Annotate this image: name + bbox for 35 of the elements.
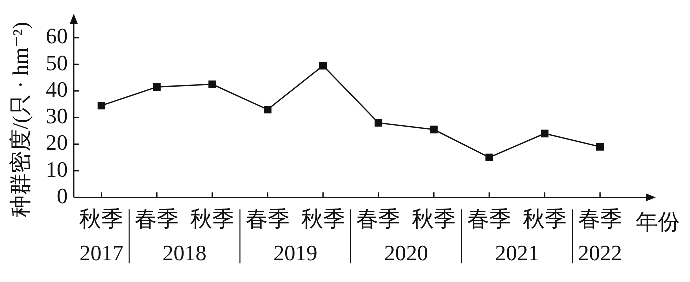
x-tick-label: 秋季 bbox=[522, 206, 567, 232]
point bbox=[486, 154, 494, 162]
x-tick-label: 秋季 bbox=[301, 206, 346, 232]
x-tick-label: 春季 bbox=[468, 206, 512, 232]
point bbox=[541, 130, 549, 138]
x-tick-label: 春季 bbox=[356, 206, 401, 232]
point bbox=[264, 106, 272, 114]
y-tick-label: 60 bbox=[46, 24, 68, 49]
x-tick-label: 春季 bbox=[246, 206, 290, 232]
y-axis-title: 种群密度/(只 · hm⁻²) bbox=[8, 22, 33, 218]
y-tick-label: 30 bbox=[46, 104, 68, 129]
point bbox=[374, 119, 383, 127]
x-tick-label: 春季 bbox=[135, 206, 180, 232]
point bbox=[430, 126, 438, 134]
y-tick-label: 0 bbox=[57, 183, 68, 208]
point bbox=[153, 83, 161, 92]
x-tick-label: 秋季 bbox=[412, 206, 456, 232]
x-tick-label: 秋季 bbox=[190, 206, 234, 232]
point bbox=[208, 80, 216, 88]
text: 2019 bbox=[274, 240, 318, 266]
point bbox=[319, 62, 328, 70]
x-tick-label: 秋季 bbox=[80, 206, 124, 232]
x-axis-title: 年份 bbox=[636, 209, 680, 234]
y-tick-label: 40 bbox=[46, 76, 68, 102]
text: 2021 bbox=[495, 240, 540, 266]
x-tick-label: 春季 bbox=[578, 206, 622, 232]
y-tick-label: 20 bbox=[46, 130, 68, 156]
text: 2017 bbox=[80, 240, 124, 266]
text: 2020 bbox=[384, 240, 428, 266]
y-tick-label: 50 bbox=[46, 50, 68, 76]
text: 2018 bbox=[162, 240, 207, 266]
point bbox=[98, 102, 106, 110]
text: 2022 bbox=[578, 240, 622, 266]
point bbox=[596, 143, 604, 151]
y-tick-label: 10 bbox=[46, 156, 68, 182]
